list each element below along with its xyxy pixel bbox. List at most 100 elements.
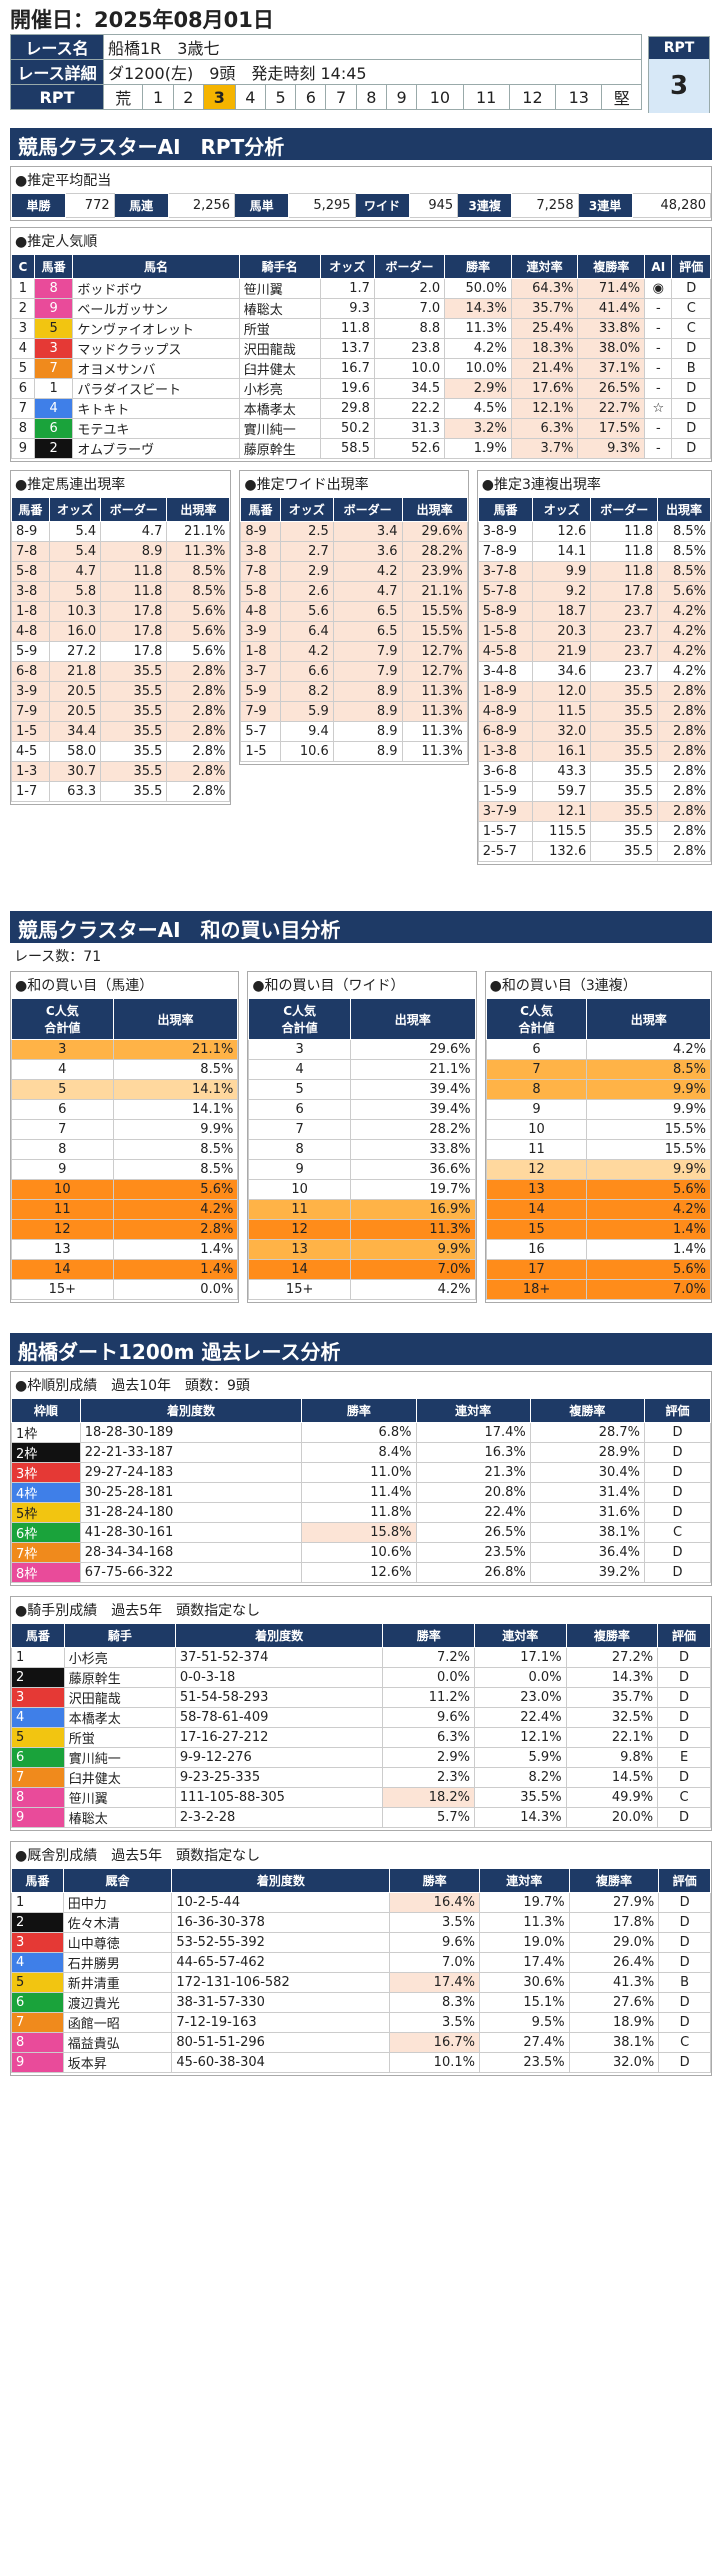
umaren-cell: 21.1% [166,521,231,542]
popular-cell: オムブラーヴ [72,438,240,459]
wide-cell: 5.6 [279,601,334,622]
trio-cell: 11.5 [532,701,592,722]
jockey-row: 1 小杉亮 37-51-52-374 7.2% 17.1% 27.2% D [11,1647,711,1668]
popular-cell: 3 [11,318,35,339]
popular-header: 評価 [671,254,711,279]
wa_umaren-row: 5 14.1% [11,1079,239,1100]
popular-row: 4 3 マッドクラップス 沢田龍哉 13.7 23.8 4.2% 18.3% 38.0% - D [11,338,711,359]
wide-cell: 4.2 [332,561,403,582]
payout-value: 772 [65,193,115,218]
wide-row: 7-8 2.9 4.2 23.9% [240,561,468,582]
jockey-cell: 5 [11,1727,65,1748]
popular-cell: 17.6% [510,378,579,399]
wa_trio-row: 11 15.5% [485,1139,711,1160]
payout-value: 7,258 [511,193,579,218]
popular-cell: 臼井健太 [238,358,321,379]
popular-cell: 1.7 [319,278,375,299]
umaren-row: 3-9 20.5 35.5 2.8% [11,681,231,702]
trio-cell: 3-4-8 [477,661,534,682]
trainer-cell: 6 [11,1992,64,2013]
trainer-cell: 38-31-57-330 [171,1992,391,2013]
popular-cell: 2.9% [444,378,512,399]
wa_trio-cell: 9.9% [586,1099,711,1120]
wide-cell: 3-8 [240,541,281,562]
wide-cell: 23.9% [401,561,468,582]
wa_umaren-cell: 10 [11,1179,114,1200]
trainer-title: ●厩舎別成績 過去5年 頭数指定なし [15,1848,261,1864]
waku-cell: 12.6% [301,1562,417,1583]
jockey-row: 8 笹川翼 111-105-88-305 18.2% 35.5% 49.9% C [11,1787,711,1808]
umaren-cell: 11.8 [100,561,168,582]
wide-cell: 8.2 [279,681,334,702]
jockey-header: 騎手 [63,1623,176,1648]
wide-row: 5-9 8.2 8.9 11.3% [240,681,468,702]
popular-cell: 3 [33,338,74,359]
popular-cell: 31.3 [373,418,446,439]
trio-cell: 2-5-7 [477,841,534,862]
popular-cell: キトキト [72,398,240,419]
wide-cell: 5-9 [240,681,281,702]
wa_umaren-cell: 14.1% [112,1079,239,1100]
trio-cell: 2.8% [657,741,711,762]
wide-cell: 11.3% [401,721,468,742]
popular-cell: 12.1% [510,398,579,419]
trainer-cell: 10-2-5-44 [171,1892,391,1913]
umaren-column: ●推定馬連出現率 馬番 オッズ ボーダー 出現率 8-9 5.4 4.7 21.1% 7-8 5.4… [10,470,232,865]
umaren-cell: 27.2 [48,641,102,662]
jockey-cell: 14.3% [565,1667,659,1688]
trainer-cell: 佐々木清 [62,1912,173,1933]
payout-label: 馬単 [234,193,290,218]
payout-label: 馬連 [113,193,169,218]
payout-label: 3連複 [457,193,513,218]
wide-cell: 7-8 [240,561,281,582]
trio-cell: 4.2% [657,661,711,682]
umaren-box: ●推定馬連出現率 馬番 オッズ ボーダー 出現率 8-9 5.4 4.7 21.1% 7-8 5.4… [10,470,232,805]
trio-cell: 14.1 [532,541,592,562]
popular-cell: D [671,398,711,419]
popular-row: 5 7 オヨメサンバ 臼井健太 16.7 10.0 10.0% 21.4% 37.1% - B [11,358,711,379]
popular-cell: 9 [11,438,35,459]
popular-row: 6 1 パラダイスビート 小杉亮 19.6 34.5 2.9% 17.6% 26.5% - D [11,378,711,399]
popular-cell: 33.8% [577,318,646,339]
rpt-scale-cell: 荒 [102,84,144,110]
popular-cell: 41.4% [577,298,646,319]
trio-header: オッズ [532,497,592,522]
wa_umaren-row: 6 14.1% [11,1099,239,1120]
jockey-cell: 11.2% [382,1687,475,1708]
wa_umaren-cell: 4.2% [112,1199,239,1220]
trio-row: 7-8-9 14.1 11.8 8.5% [477,541,711,562]
trio-row: 3-6-8 43.3 35.5 2.8% [477,761,711,782]
umaren-cell: 8.5% [166,581,231,602]
trainer-cell: 7-12-19-163 [171,2012,391,2033]
trainer-cell: 山中尊徳 [62,1932,173,1953]
trainer-cell: 15.1% [478,1992,570,2013]
umaren-cell: 2.8% [166,721,231,742]
wa_trio-row: 14 4.2% [485,1199,711,1220]
wide-cell: 3.4 [332,521,403,542]
umaren-cell: 4.7 [48,561,102,582]
waku-cell: 17.4% [415,1422,531,1443]
wa_trio-cell: 9.9% [586,1159,711,1180]
wa_trio-row: 18+ 7.0% [485,1279,711,1300]
probability-tables: ●推定馬連出現率 馬番 オッズ ボーダー 出現率 8-9 5.4 4.7 21.1% 7-8 5.4… [10,470,712,865]
wa_wide-cell: 9.9% [349,1239,476,1260]
wa_wide-cell: 7 [248,1119,351,1140]
trio-row: 5-8-9 18.7 23.7 4.2% [477,601,711,622]
waku-cell: 28-34-34-168 [79,1542,303,1563]
umaren-cell: 2.8% [166,681,231,702]
wa-umaren-box: ●和の買い目（馬連） C人気 合計値 出現率 3 21.1% 4 8.5% 5 14.1% 6 14… [10,971,240,1303]
trio-row: 1-5-7 115.5 35.5 2.8% [477,821,711,842]
wa_trio-cell: 8 [485,1079,588,1100]
umaren-cell: 8-9 [11,521,50,542]
popular-cell: 5 [11,358,35,379]
jockey-cell: D [657,1667,711,1688]
payout-box: ●推定平均配当 単勝 772 馬連 2,256 馬単 5,295 ワイド 945 3連複 7,25… [10,166,712,221]
wa_wide-cell: 29.6% [349,1039,476,1060]
popular-cell: 3.7% [510,438,579,459]
wa_umaren-cell: 21.1% [112,1039,239,1060]
waku-cell: D [644,1442,711,1463]
wa_trio-row: 6 4.2% [485,1039,711,1060]
wa_wide-row: 4 21.1% [248,1059,476,1080]
waku-cell: 21.3% [415,1462,531,1483]
wide-header: ボーダー [332,497,403,522]
